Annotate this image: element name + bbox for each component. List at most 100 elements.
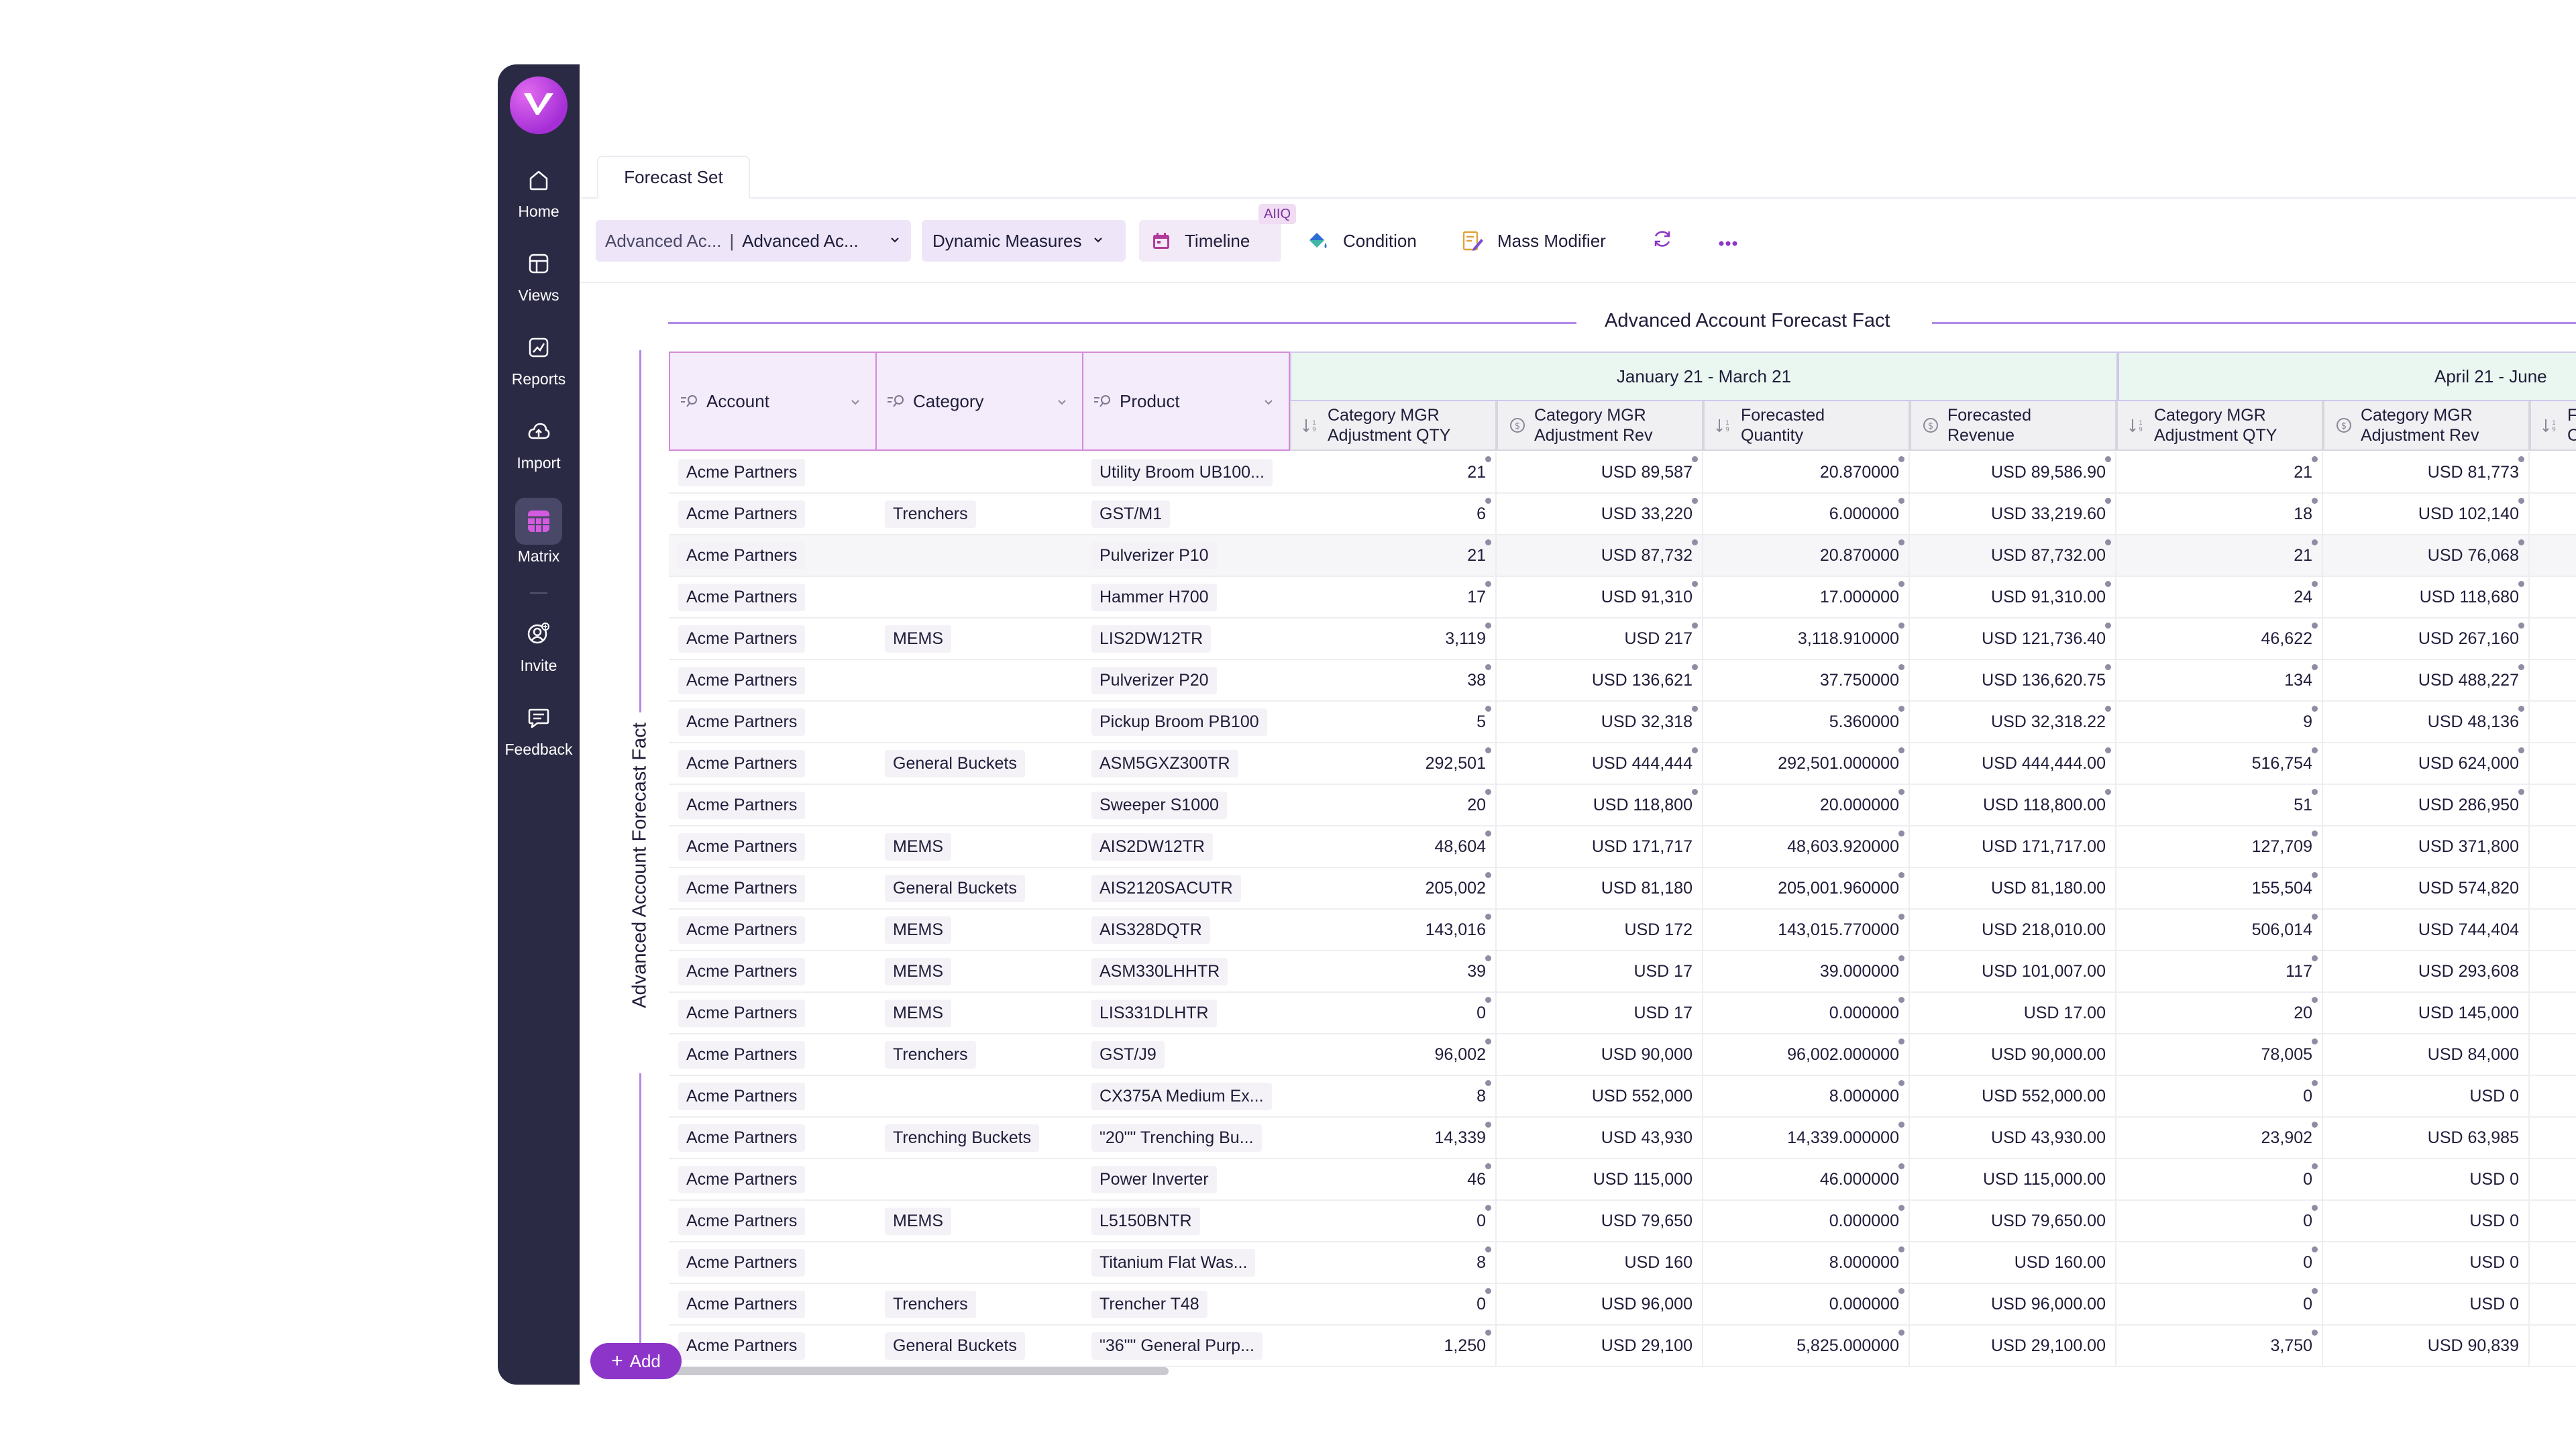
- value-cell[interactable]: USD 136,621: [1497, 660, 1703, 700]
- value-cell[interactable]: 1,250: [1290, 1326, 1497, 1366]
- product-cell[interactable]: AIS2120SACUTR: [1082, 868, 1290, 908]
- account-cell[interactable]: Acme Partners: [669, 535, 877, 576]
- table-row[interactable]: Acme Partners MEMS AIS328DQTR 143,016 USD 17…: [669, 910, 2576, 951]
- value-cell[interactable]: 6: [1290, 494, 1497, 534]
- value-cell[interactable]: [2530, 619, 2576, 659]
- value-cell[interactable]: [2530, 577, 2576, 617]
- value-cell[interactable]: USD 293,608: [2323, 951, 2530, 991]
- product-cell[interactable]: Utility Broom UB100...: [1082, 452, 1290, 492]
- value-cell[interactable]: [2530, 494, 2576, 534]
- value-cell[interactable]: [2530, 1076, 2576, 1116]
- product-cell[interactable]: CX375A Medium Ex...: [1082, 1076, 1290, 1116]
- measure-header[interactable]: 1 9 Category MGR Adjustment QTY: [2116, 401, 2323, 451]
- value-cell[interactable]: [2530, 1159, 2576, 1199]
- category-cell[interactable]: [875, 535, 1083, 576]
- value-cell[interactable]: USD 444,444: [1497, 743, 1703, 784]
- value-cell[interactable]: 143,016: [1290, 910, 1497, 950]
- category-cell[interactable]: MEMS: [875, 826, 1083, 867]
- table-row[interactable]: Acme Partners Sweeper S1000 20 USD 118,800 2…: [669, 785, 2576, 826]
- value-cell[interactable]: USD 217: [1497, 619, 1703, 659]
- value-cell[interactable]: USD 744,404: [2323, 910, 2530, 950]
- account-cell[interactable]: Acme Partners: [669, 452, 877, 492]
- value-cell[interactable]: 0: [2116, 1284, 2323, 1324]
- value-cell[interactable]: [2530, 785, 2576, 825]
- table-row[interactable]: Acme Partners Hammer H700 17 USD 91,310 17.0…: [669, 577, 2576, 619]
- table-row[interactable]: Acme Partners MEMS ASM330LHHTR 39 USD 17 39.0…: [669, 951, 2576, 993]
- value-cell[interactable]: USD 87,732: [1497, 535, 1703, 576]
- value-cell[interactable]: [2530, 535, 2576, 576]
- account-cell[interactable]: Acme Partners: [669, 1159, 877, 1199]
- product-cell[interactable]: GST/J9: [1082, 1034, 1290, 1075]
- value-cell[interactable]: USD 574,820: [2323, 868, 2530, 908]
- account-cell[interactable]: Acme Partners: [669, 826, 877, 867]
- value-cell[interactable]: [2530, 1326, 2576, 1366]
- table-row[interactable]: Acme Partners General Buckets "36"" Genera…: [669, 1326, 2576, 1367]
- value-cell[interactable]: USD 81,180: [1497, 868, 1703, 908]
- account-cell[interactable]: Acme Partners: [669, 1118, 877, 1158]
- category-cell[interactable]: [875, 702, 1083, 742]
- value-cell[interactable]: 0: [2116, 1201, 2323, 1241]
- value-cell[interactable]: 0.000000: [1703, 993, 1910, 1033]
- value-cell[interactable]: USD 218,010.00: [1910, 910, 2116, 950]
- value-cell[interactable]: USD 118,800: [1497, 785, 1703, 825]
- value-cell[interactable]: USD 33,219.60: [1910, 494, 2116, 534]
- value-cell[interactable]: 8: [1290, 1076, 1497, 1116]
- category-cell[interactable]: [875, 1242, 1083, 1283]
- value-cell[interactable]: USD 17.00: [1910, 993, 2116, 1033]
- product-cell[interactable]: LIS331DLHTR: [1082, 993, 1290, 1033]
- account-cell[interactable]: Acme Partners: [669, 660, 877, 700]
- product-cell[interactable]: Trencher T48: [1082, 1284, 1290, 1324]
- value-cell[interactable]: [2530, 743, 2576, 784]
- value-cell[interactable]: 134: [2116, 660, 2323, 700]
- value-cell[interactable]: 20.870000: [1703, 535, 1910, 576]
- value-cell[interactable]: 0: [2116, 1159, 2323, 1199]
- product-cell[interactable]: AIS2DW12TR: [1082, 826, 1290, 867]
- value-cell[interactable]: USD 118,800.00: [1910, 785, 2116, 825]
- measure-header[interactable]: $ Category MGR Adjustment Rev: [1497, 401, 1703, 451]
- value-cell[interactable]: USD 121,736.40: [1910, 619, 2116, 659]
- account-cell[interactable]: Acme Partners: [669, 577, 877, 617]
- value-cell[interactable]: 155,504: [2116, 868, 2323, 908]
- category-cell[interactable]: [875, 660, 1083, 700]
- value-cell[interactable]: USD 488,227: [2323, 660, 2530, 700]
- value-cell[interactable]: 38: [1290, 660, 1497, 700]
- product-cell[interactable]: ASM330LHHTR: [1082, 951, 1290, 991]
- table-row[interactable]: Acme Partners General Buckets ASM5GXZ300TR…: [669, 743, 2576, 785]
- value-cell[interactable]: [2530, 1034, 2576, 1075]
- value-cell[interactable]: USD 286,950: [2323, 785, 2530, 825]
- table-row[interactable]: Acme Partners Utility Broom UB100... 21 USD…: [669, 452, 2576, 494]
- value-cell[interactable]: USD 63,985: [2323, 1118, 2530, 1158]
- product-cell[interactable]: Pulverizer P20: [1082, 660, 1290, 700]
- product-cell[interactable]: Pulverizer P10: [1082, 535, 1290, 576]
- value-cell[interactable]: USD 89,587: [1497, 452, 1703, 492]
- value-cell[interactable]: USD 136,620.75: [1910, 660, 2116, 700]
- product-cell[interactable]: "36"" General Purp...: [1082, 1326, 1290, 1366]
- value-cell[interactable]: USD 17: [1497, 951, 1703, 991]
- table-row[interactable]: Acme Partners Trenching Buckets "20"" Tren…: [669, 1118, 2576, 1159]
- refresh-button[interactable]: [1649, 220, 1676, 262]
- timeline-button[interactable]: Timeline: [1139, 220, 1281, 262]
- category-cell[interactable]: [875, 785, 1083, 825]
- value-cell[interactable]: USD 91,310.00: [1910, 577, 2116, 617]
- dynamic-measures-dropdown[interactable]: Dynamic Measures: [922, 220, 1126, 262]
- value-cell[interactable]: USD 33,220: [1497, 494, 1703, 534]
- value-cell[interactable]: 8: [1290, 1242, 1497, 1283]
- chevron-down-icon[interactable]: [1262, 393, 1275, 414]
- category-cell[interactable]: Trenching Buckets: [875, 1118, 1083, 1158]
- category-cell[interactable]: Trenchers: [875, 494, 1083, 534]
- value-cell[interactable]: USD 0: [2323, 1242, 2530, 1283]
- table-row[interactable]: Acme Partners MEMS LIS331DLHTR 0 USD 17 0.000…: [669, 993, 2576, 1034]
- value-cell[interactable]: USD 0: [2323, 1201, 2530, 1241]
- value-cell[interactable]: 0: [2116, 1242, 2323, 1283]
- product-cell[interactable]: Hammer H700: [1082, 577, 1290, 617]
- table-row[interactable]: Acme Partners Power Inverter 46 USD 115,000…: [669, 1159, 2576, 1201]
- value-cell[interactable]: USD 96,000: [1497, 1284, 1703, 1324]
- category-cell[interactable]: General Buckets: [875, 868, 1083, 908]
- add-button[interactable]: + Add: [590, 1343, 682, 1379]
- value-cell[interactable]: USD 118,680: [2323, 577, 2530, 617]
- value-cell[interactable]: 17.000000: [1703, 577, 1910, 617]
- fact-selector-dropdown[interactable]: Advanced Ac... | Advanced Ac...: [596, 220, 911, 262]
- value-cell[interactable]: [2530, 1242, 2576, 1283]
- value-cell[interactable]: 48,604: [1290, 826, 1497, 867]
- value-cell[interactable]: 5,825.000000: [1703, 1326, 1910, 1366]
